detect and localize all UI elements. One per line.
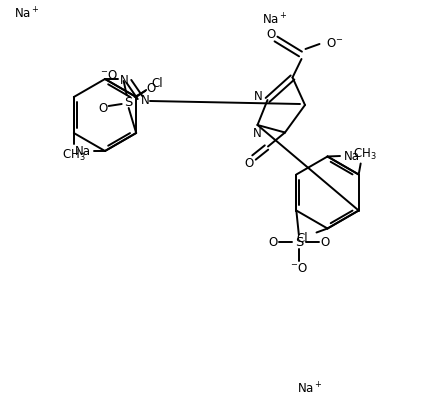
Text: Cl: Cl [151, 77, 163, 90]
Text: N: N [253, 127, 262, 140]
Text: N: N [141, 94, 149, 107]
Text: Cl: Cl [297, 231, 308, 244]
Text: CH$_3$: CH$_3$ [62, 147, 86, 162]
Text: O: O [244, 157, 254, 170]
Text: Na$^+$: Na$^+$ [262, 12, 288, 28]
Text: N: N [254, 90, 263, 103]
Text: Na: Na [74, 145, 91, 158]
Text: Na$^+$: Na$^+$ [14, 6, 40, 21]
Text: O: O [98, 101, 107, 114]
Text: Na$^+$: Na$^+$ [297, 380, 323, 395]
Text: N: N [119, 73, 128, 86]
Text: $^{-}$O: $^{-}$O [100, 69, 118, 82]
Text: $^{-}$O: $^{-}$O [290, 261, 308, 274]
Text: CH$_3$: CH$_3$ [353, 147, 377, 162]
Text: Na: Na [343, 149, 360, 162]
Text: O: O [320, 235, 329, 248]
Text: O: O [147, 82, 156, 95]
Text: O$^{-}$: O$^{-}$ [326, 37, 343, 50]
Text: S: S [125, 96, 133, 109]
Text: O: O [268, 235, 278, 248]
Text: O: O [266, 28, 276, 41]
Text: S: S [295, 235, 303, 248]
